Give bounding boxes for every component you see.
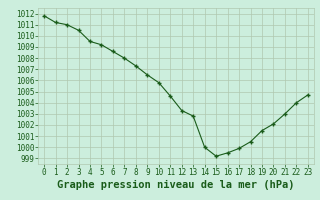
X-axis label: Graphe pression niveau de la mer (hPa): Graphe pression niveau de la mer (hPa): [57, 180, 295, 190]
